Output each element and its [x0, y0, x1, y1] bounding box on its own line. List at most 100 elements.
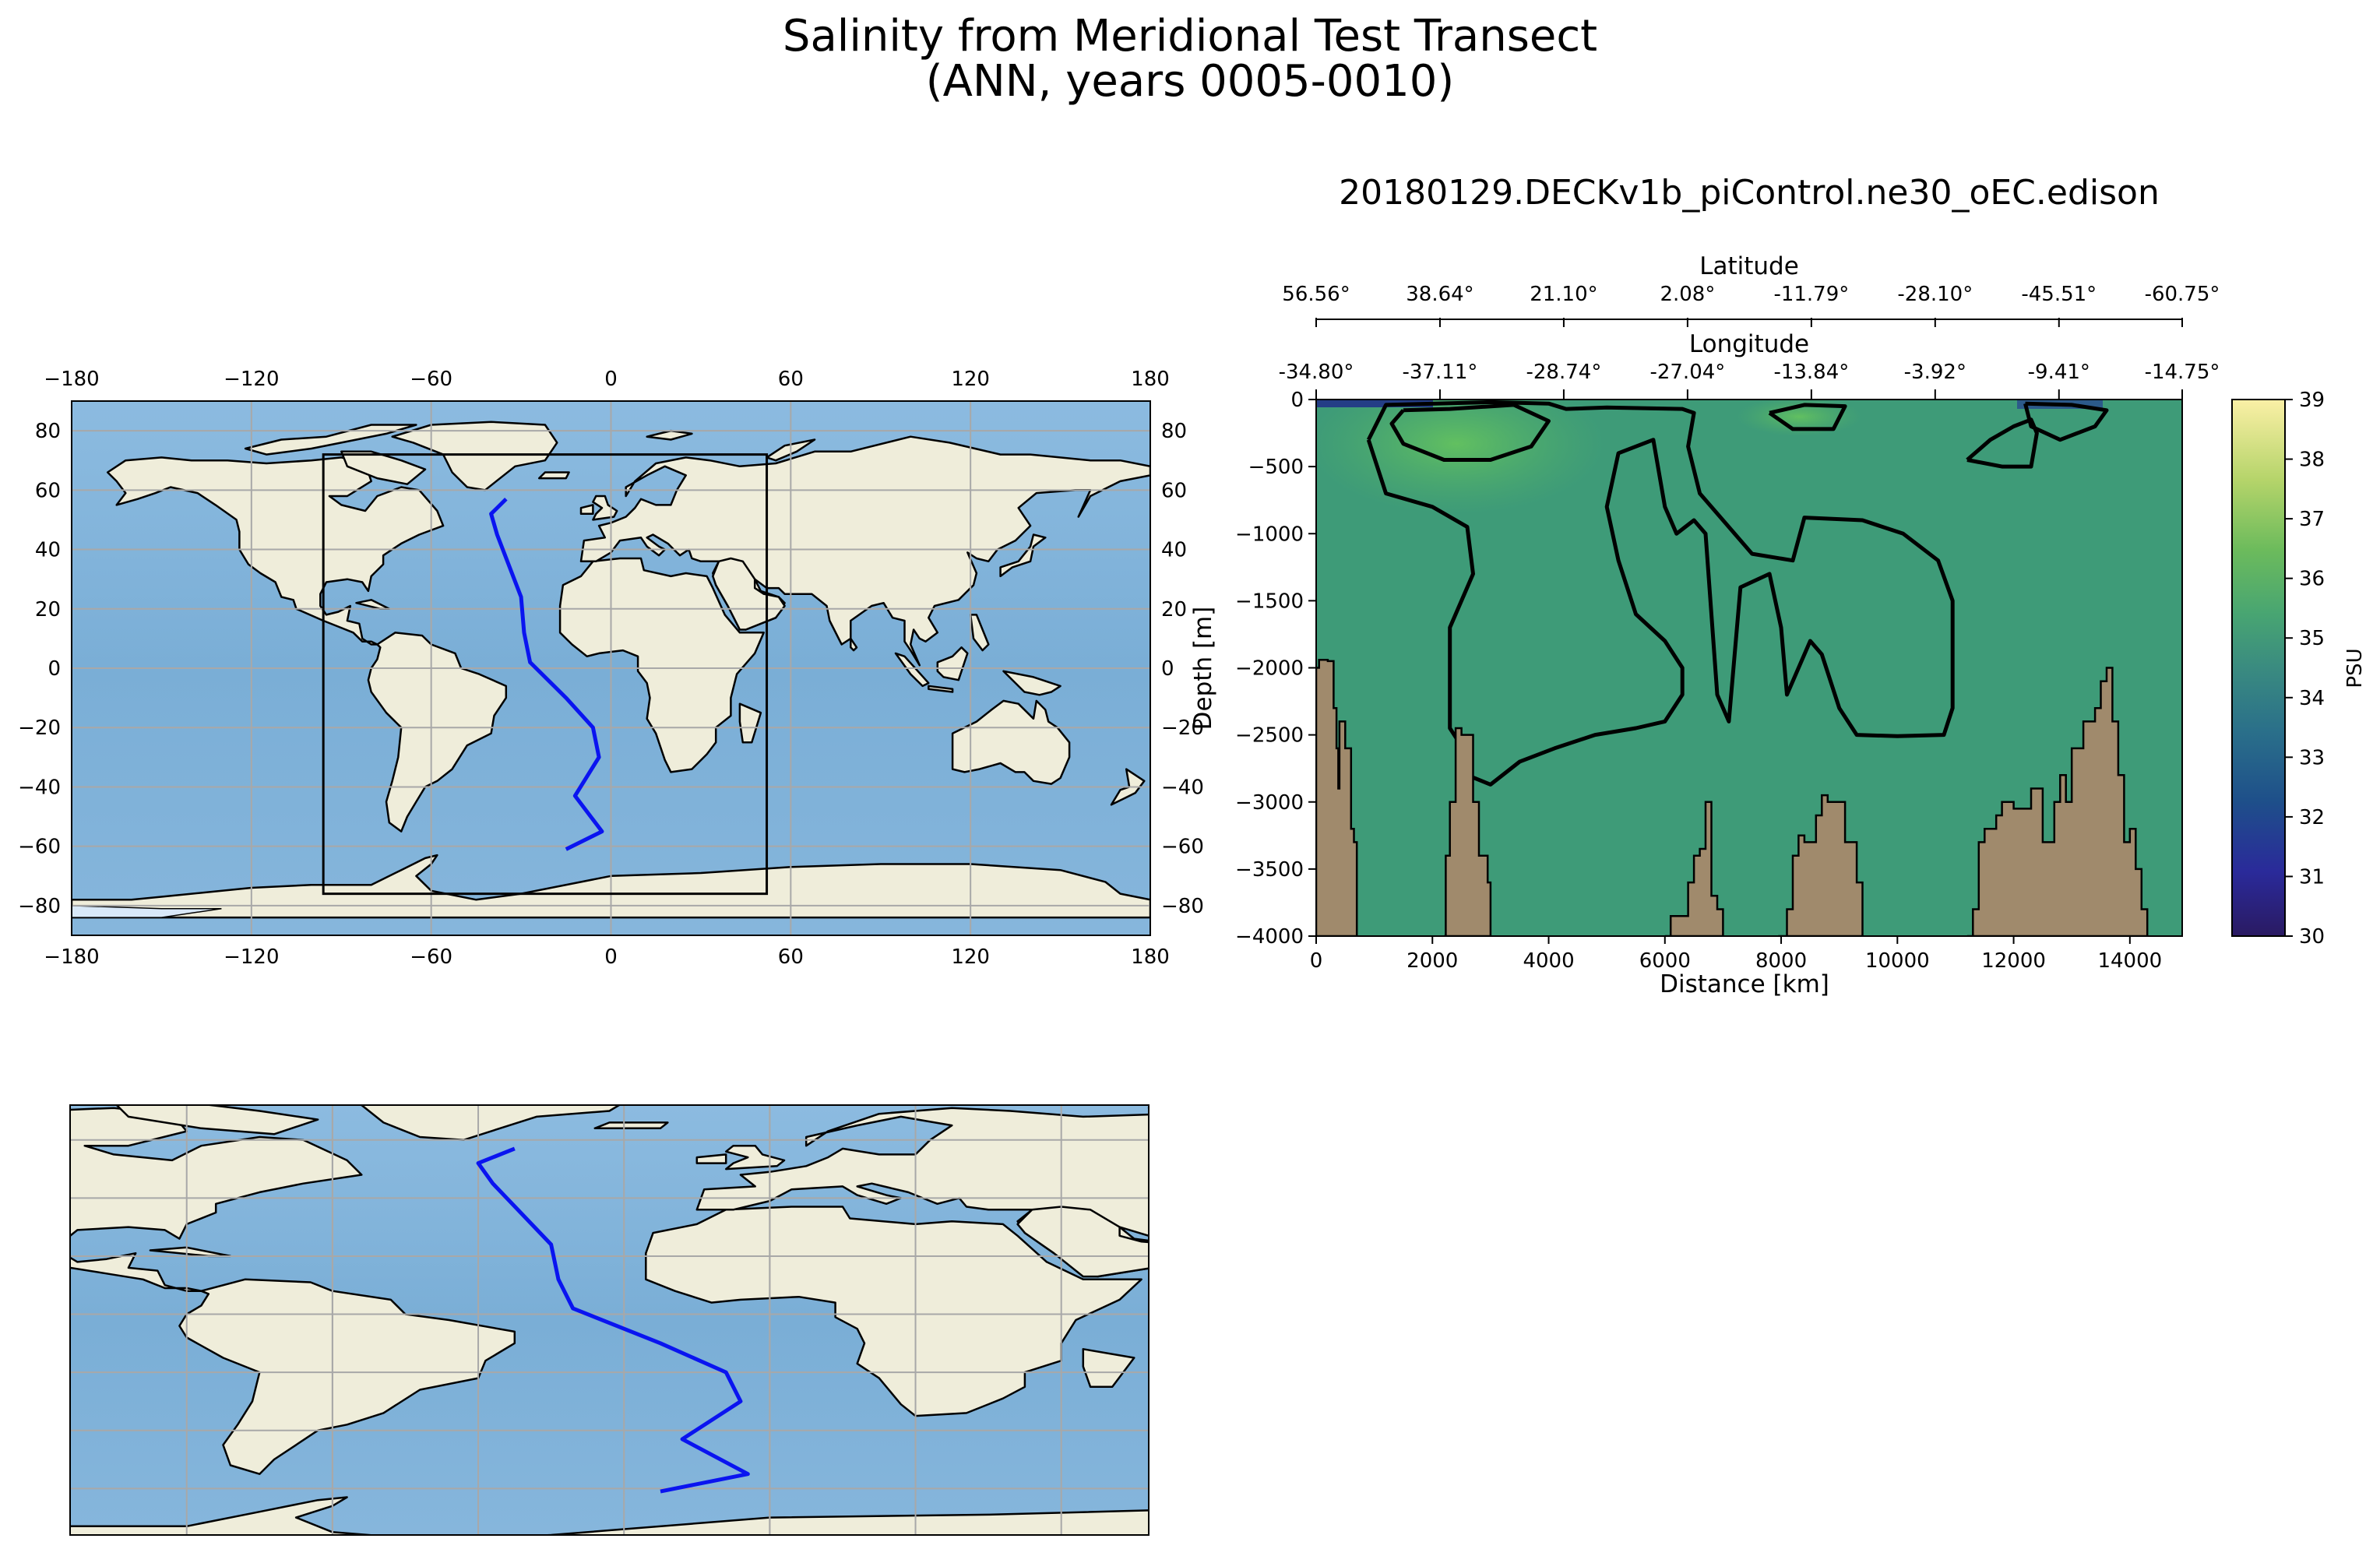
distance-tick-label: 0 [1310, 949, 1323, 973]
sri-lanka-land [850, 637, 858, 652]
australia-land [951, 699, 1071, 785]
java-land [928, 685, 954, 693]
section-title: 20180129.DECKv1b_piControl.ne30_oEC.edis… [1339, 173, 2160, 213]
latitude-tick-label: 38.64° [1406, 283, 1473, 306]
inset-map-frame [69, 1104, 1150, 1536]
distance-tick-label: 12000 [1981, 949, 2046, 973]
colorbar-tick-label: 38 [2299, 449, 2325, 472]
latitude-tick-label: -11.79° [1773, 283, 1849, 306]
lon-tick-label-bottom: 0 [604, 945, 618, 969]
inset-map-gridlines [70, 1105, 1149, 1535]
lon-tick-label-top: −120 [224, 368, 279, 391]
distance-tick-label: 14000 [2097, 949, 2162, 973]
lat-tick-label-left: 0 [48, 657, 61, 681]
colorbar: 30 31 32 33 34 35 36 37 38 39 PSU [2231, 389, 2367, 949]
depth-tick-label: −500 [1248, 456, 1304, 479]
lat-tick-label-left: −20 [18, 716, 61, 740]
lat-tick-label-right: 20 [1161, 598, 1187, 621]
lat-tick-label-left: 80 [35, 420, 61, 443]
colorbar-tick-label: 36 [2299, 568, 2325, 591]
longitude-axis-label: Longitude [1689, 330, 1809, 358]
bathymetry-ridge [1778, 794, 1864, 936]
latitude-axis-label: Latitude [1699, 252, 1799, 280]
novaya-zemlya-land [1147, 1107, 1149, 1109]
lat-tick-label-right: 80 [1161, 420, 1187, 443]
sumatra-land [894, 652, 930, 688]
global-map-land [72, 421, 1150, 919]
colorbar-ticks: 30 31 32 33 34 35 36 37 38 39 [2285, 389, 2325, 949]
sri-lanka-land [1353, 1285, 1368, 1297]
distance-tick-label: 10000 [1865, 949, 1930, 973]
contour-35-psu [1366, 400, 1955, 787]
philippines-land [969, 614, 990, 652]
lon-tick-label-bottom: 60 [778, 945, 804, 969]
global-map-ticks: −180 −180 −120 −120 −60 −60 0 0 60 60 120 120 180 180… [18, 368, 1204, 969]
lon-tick-label-top: −60 [410, 368, 452, 391]
japan-land [999, 533, 1047, 578]
depth-tick-label: −3000 [1235, 791, 1304, 815]
longitude-tick-label: -28.74° [1526, 361, 1602, 384]
depth-tick-label: −3500 [1235, 858, 1304, 882]
lon-tick-label-bottom: −60 [410, 945, 452, 969]
depth-tick-label: −2000 [1235, 657, 1304, 681]
lat-tick-label-left: 20 [35, 598, 61, 621]
north-america-land [106, 456, 445, 646]
new-guinea-land [1002, 670, 1061, 696]
lon-tick-label-top: 0 [604, 368, 618, 391]
inset-region-box [322, 453, 769, 896]
ice-shelf [72, 905, 222, 918]
latitude-tick-label: -45.51° [2021, 283, 2097, 306]
svalbard-land [857, 1082, 966, 1090]
colorbar-tick-label: 31 [2299, 865, 2325, 889]
colorbar-tick-label: 33 [2299, 746, 2325, 769]
global-map-frame [71, 400, 1151, 936]
lon-tick-label-top: 120 [951, 368, 990, 391]
x-axis-label: Distance [km] [1660, 970, 1829, 998]
latitude-tick-label: 2.08° [1660, 283, 1715, 306]
latitude-tick-label: -60.75° [2145, 283, 2220, 306]
low-salinity-surface [1316, 400, 1433, 407]
north-america-land [70, 1107, 363, 1292]
depth-tick-label: −1500 [1235, 590, 1304, 613]
bathymetry-ridge [1966, 667, 2149, 936]
inset-transect-line [476, 1146, 750, 1494]
distance-axis: 0 2000 4000 6000 8000 10000 12000 14000 [1310, 936, 2162, 973]
lat-tick-label-left: −60 [18, 836, 61, 859]
arctic-islands-land [0, 1076, 296, 1105]
japan-land [1717, 1184, 1826, 1224]
colorbar-label: PSU [2343, 648, 2367, 688]
latitude-tick-label: 21.10° [1530, 283, 1597, 306]
high-salinity-patch [1737, 400, 1861, 436]
baffin-islands-land [115, 1105, 319, 1135]
colorbar-tick-label: 30 [2299, 925, 2325, 949]
south-america-land [367, 632, 508, 833]
ireland-land [579, 504, 594, 516]
lon-tick-label-top: 180 [1131, 368, 1170, 391]
bathymetry-ridge [1664, 801, 1724, 936]
iceland-land [593, 1121, 669, 1130]
lat-tick-label-left: −80 [18, 895, 61, 918]
greenland-land [355, 1105, 621, 1142]
distance-tick-label: 2000 [1407, 949, 1458, 973]
colorbar-tick-label: 37 [2299, 508, 2325, 531]
lat-tick-label-left: 40 [35, 539, 61, 562]
philippines-land [1644, 1262, 1688, 1297]
inset-map-land [0, 1076, 1885, 1535]
distance-tick-label: 4000 [1523, 949, 1574, 973]
bathymetry [1316, 658, 2149, 936]
distance-tick-label: 8000 [1755, 949, 1807, 973]
arctic-islands-land [244, 424, 417, 456]
depth-tick-label: 0 [1290, 389, 1304, 412]
lat-tick-label-right: 40 [1161, 539, 1187, 562]
australia-land [1600, 1347, 1885, 1428]
y-axis-label: Depth [m] [1189, 607, 1217, 730]
longitude-tick-label: -37.11° [1403, 361, 1478, 384]
colorbar-tick-label: 32 [2299, 806, 2325, 829]
south-america-land [178, 1278, 516, 1475]
borneo-land [1564, 1294, 1637, 1325]
lat-lon-axes: Latitude Longitude 56.56° -34.80° 38.64° -37.… [1279, 252, 2220, 400]
colorbar-tick-label: 35 [2299, 627, 2325, 650]
arabia-horn-land [1016, 1206, 1149, 1278]
salinity-section: 20180129.DECKv1b_piControl.ne30_oEC.edis… [1189, 173, 2220, 998]
